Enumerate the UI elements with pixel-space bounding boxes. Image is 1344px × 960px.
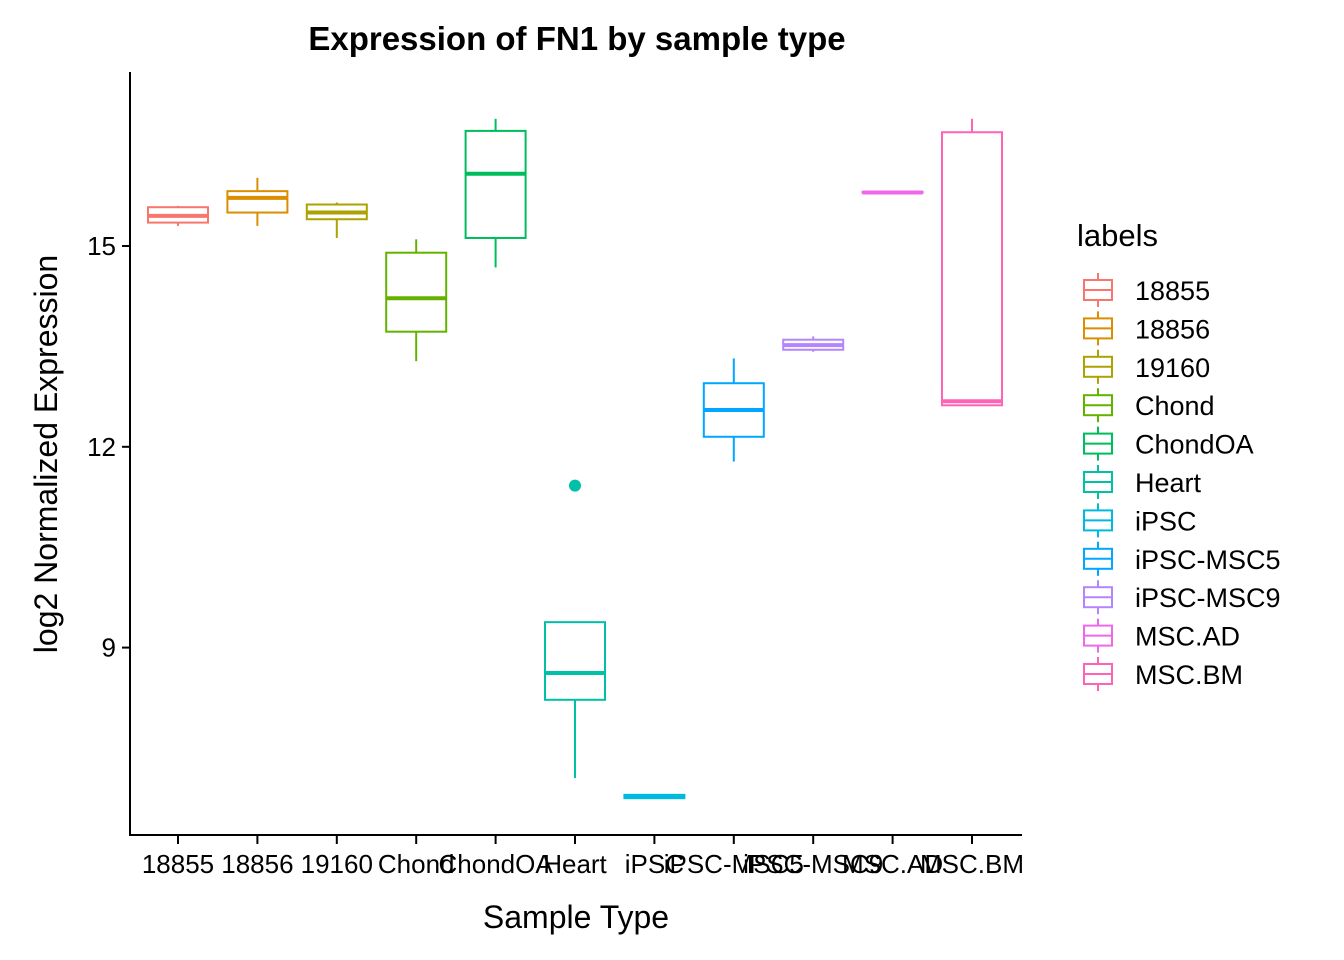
iqr-box xyxy=(385,251,448,333)
chart-title: Expression of FN1 by sample type xyxy=(308,20,845,57)
x-tick-label: iPSC xyxy=(625,849,684,879)
x-tick-label: 19160 xyxy=(301,849,373,879)
box-iPSC xyxy=(623,793,686,800)
box-18856 xyxy=(226,177,289,226)
x-axis-title: Sample Type xyxy=(483,899,669,935)
box-18855 xyxy=(147,205,209,226)
legend-label: MSC.BM xyxy=(1135,660,1243,690)
iqr-box xyxy=(464,129,527,239)
legend-label: iPSC-MSC9 xyxy=(1135,583,1281,613)
legend-item-MSC.AD: MSC.AD xyxy=(1083,618,1240,653)
legend-item-Chond: Chond xyxy=(1083,388,1215,423)
x-tick-label: 18856 xyxy=(221,849,293,879)
box-19160 xyxy=(305,202,368,238)
legend-label: 19160 xyxy=(1135,353,1210,383)
legend-label: ChondOA xyxy=(1135,430,1254,460)
legend-label: 18856 xyxy=(1135,314,1210,344)
x-tick-label: 18855 xyxy=(142,849,214,879)
legend-item-iPSC-MSC9: iPSC-MSC9 xyxy=(1083,580,1281,615)
box-Heart xyxy=(544,479,606,779)
box-Chond xyxy=(385,239,448,362)
legend-item-18855: 18855 xyxy=(1083,273,1210,307)
x-tick-label: Chond xyxy=(378,849,455,879)
x-tick-label: iPSC-MSC5 xyxy=(664,849,804,879)
legend-item-ChondOA: ChondOA xyxy=(1083,426,1254,461)
x-tick-label: ChondOA xyxy=(439,849,554,879)
x-tick-label: Heart xyxy=(543,849,607,879)
legend-title: labels xyxy=(1077,218,1158,253)
legend-label: iPSC-MSC5 xyxy=(1135,545,1281,575)
legend-item-Heart: Heart xyxy=(1083,465,1202,499)
legend-label: 18855 xyxy=(1135,276,1210,306)
y-axis-ticks: 9 12 15 xyxy=(87,231,130,663)
plot-area xyxy=(147,118,1003,800)
legend-label: Heart xyxy=(1135,468,1202,498)
box-MSC.AD xyxy=(861,190,924,195)
x-tick-label: iPSC-MSC9 xyxy=(743,849,883,879)
iqr-box xyxy=(226,190,289,214)
legend-item-18856: 18856 xyxy=(1083,311,1210,346)
y-tick-label: 15 xyxy=(87,231,116,261)
box-MSC.BM xyxy=(941,118,1003,407)
legend-item-MSC.BM: MSC.BM xyxy=(1083,657,1243,691)
legend-label: Chond xyxy=(1135,391,1215,421)
legend: 18855 18856 19160 Chond ChondOA Heart iPSC iPSC… xyxy=(1083,273,1281,691)
y-tick-label: 9 xyxy=(102,633,116,663)
iqr-box xyxy=(941,131,1003,407)
box-iPSC-MSC5 xyxy=(702,358,765,462)
legend-item-iPSC-MSC5: iPSC-MSC5 xyxy=(1083,541,1281,576)
y-axis-title: log2 Normalized Expression xyxy=(28,255,64,653)
box-ChondOA xyxy=(464,118,527,268)
legend-item-19160: 19160 xyxy=(1083,349,1210,384)
outlier-point xyxy=(569,479,581,492)
legend-item-iPSC: iPSC xyxy=(1083,503,1197,538)
x-tick-label: MSC.BM xyxy=(920,849,1024,879)
iqr-box xyxy=(544,621,606,701)
box-iPSC-MSC9 xyxy=(782,336,845,352)
legend-label: MSC.AD xyxy=(1135,622,1240,652)
legend-label: iPSC xyxy=(1135,506,1197,536)
y-tick-label: 12 xyxy=(87,432,116,462)
x-tick-label: MSC.AD xyxy=(842,849,943,879)
